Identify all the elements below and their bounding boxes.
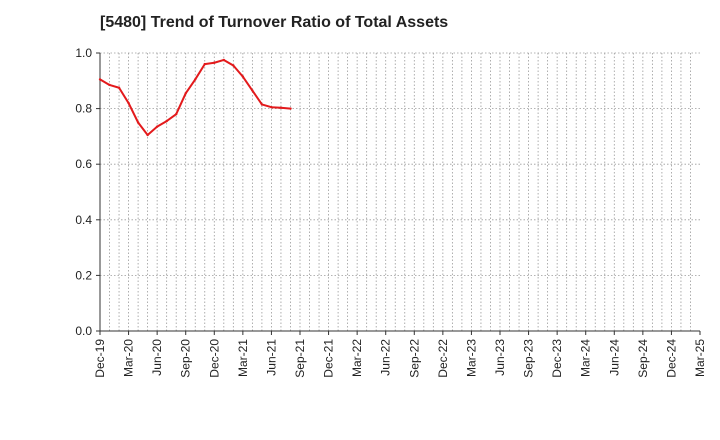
y-tick-label: 0.0 [75,324,92,338]
chart-title: [5480] Trend of Turnover Ratio of Total … [100,14,449,31]
x-tick-label: Dec-24 [664,339,678,378]
data-point [232,64,235,67]
x-tick-label: Dec-23 [550,339,564,378]
data-point [213,61,216,64]
data-point [241,75,245,78]
y-tick-label: 0.6 [75,157,92,171]
data-point [127,101,130,105]
x-tick-label: Mar-24 [579,339,593,377]
data-point [203,62,206,66]
y-tick-label: 1.0 [75,46,92,60]
x-tick-label: Sep-24 [636,339,650,378]
x-tick-label: Jun-21 [264,339,278,376]
x-tick-label: Dec-19 [93,339,107,378]
y-tick-label: 0.4 [75,213,92,227]
x-tick-label: Dec-22 [436,339,450,378]
x-tick-label: Sep-21 [293,339,307,378]
x-tick-label: Mar-21 [236,339,250,377]
data-point [174,112,178,116]
data-point [289,107,292,110]
x-tick-label: Jun-23 [493,339,507,376]
x-tick-label: Mar-20 [122,339,136,377]
data-point [165,119,168,123]
x-tick-label: Sep-20 [179,339,193,378]
x-tick-label: Sep-22 [407,339,421,378]
x-tick-label: Dec-21 [322,339,336,378]
data-point [146,133,149,137]
data-point [108,83,111,87]
data-point [155,125,159,128]
data-point [194,78,197,81]
y-tick-label: 0.2 [75,268,92,282]
data-point [184,92,187,95]
x-tick-label: Jun-24 [607,339,621,376]
x-tick-label: Mar-22 [350,339,364,377]
data-point [251,89,254,92]
x-tick-label: Jun-20 [150,339,164,376]
data-point [222,58,226,62]
data-point [98,78,102,81]
x-tick-label: Jun-22 [379,339,393,376]
x-tick-label: Dec-20 [207,339,221,378]
x-tick-label: Sep-23 [522,339,536,378]
data-point [270,106,273,109]
data-point [117,86,121,89]
y-tick-label: 0.8 [75,102,92,116]
x-tick-label: Mar-23 [464,339,478,377]
data-point [136,121,140,124]
data-point [260,103,264,106]
data-point [279,106,283,109]
x-tick-label: Mar-25 [693,339,707,377]
